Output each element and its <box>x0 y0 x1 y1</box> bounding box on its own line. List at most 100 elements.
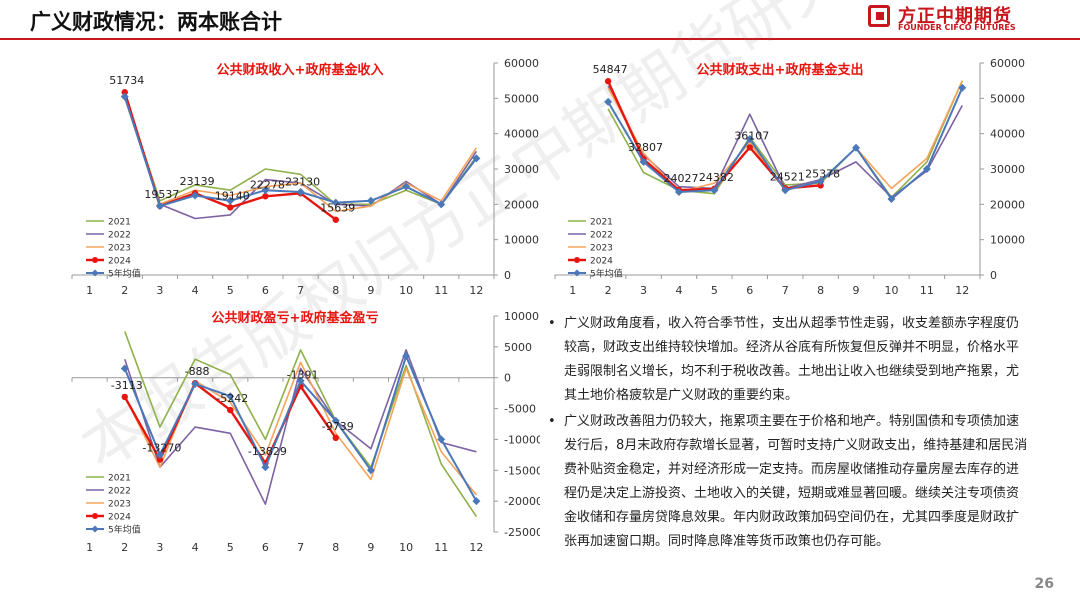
x-tick-label: 7 <box>297 541 304 554</box>
x-tick-label: 12 <box>469 541 483 554</box>
y-tick-label: -5000 <box>504 403 536 416</box>
chart-title: 公共财政收入+政府基金收入 <box>217 62 384 78</box>
y-tick-label: 0 <box>504 372 511 385</box>
legend-label: 2023 <box>108 500 131 510</box>
data-point <box>402 352 411 361</box>
y-tick-label: 50000 <box>990 92 1025 105</box>
x-tick-label: 10 <box>399 541 413 554</box>
data-point <box>226 196 235 205</box>
data-label: -13270 <box>142 442 181 455</box>
x-tick-label: 8 <box>817 284 824 297</box>
data-point <box>604 78 612 85</box>
legend-label: 2021 <box>108 474 131 484</box>
data-point <box>120 92 129 101</box>
data-point <box>781 186 790 195</box>
x-tick-label: 9 <box>367 284 374 297</box>
data-point <box>816 177 825 186</box>
legend-label: 2024 <box>590 257 613 267</box>
series-line <box>124 98 478 213</box>
x-tick-label: 9 <box>853 284 860 297</box>
y-tick-label: 20000 <box>990 198 1025 211</box>
legend-marker <box>92 257 98 263</box>
data-point <box>366 196 375 205</box>
data-label: 23139 <box>180 175 215 188</box>
data-label: -3113 <box>111 379 143 392</box>
x-tick-label: 1 <box>569 284 576 297</box>
data-label: 24027 <box>663 172 698 185</box>
data-point <box>922 165 931 173</box>
y-tick-label: -20000 <box>504 495 540 508</box>
data-point <box>191 191 200 200</box>
x-tick-label: 5 <box>227 284 234 297</box>
y-tick-label: 30000 <box>990 163 1025 176</box>
data-label: -9739 <box>322 420 354 433</box>
data-point <box>472 154 481 163</box>
data-point <box>472 497 481 506</box>
legend-marker <box>573 269 581 277</box>
data-label: 23130 <box>285 175 320 188</box>
data-label: 25378 <box>805 167 840 180</box>
x-tick-label: 3 <box>156 284 163 297</box>
page-title: 广义财政情况：两本账合计 <box>30 10 282 34</box>
x-tick-label: 2 <box>121 541 128 554</box>
data-point <box>674 187 683 196</box>
y-tick-label: 0 <box>504 269 511 282</box>
chart-expenditure: 公共财政支出+政府基金支出 0 10000 20000 30000 40000 50000 6… <box>554 57 1025 297</box>
y-tick-label: 10000 <box>990 234 1025 247</box>
x-tick-label: 4 <box>192 541 199 554</box>
data-point <box>958 83 967 92</box>
data-point <box>332 434 339 442</box>
data-point <box>261 463 270 472</box>
y-tick-label: 10000 <box>504 234 539 247</box>
data-point <box>121 393 128 401</box>
chart-revenue: 公共财政收入+政府基金收入 0 10000 20000 30000 40000 50000 6… <box>71 57 539 297</box>
x-tick-label: 11 <box>920 284 934 297</box>
data-label: 51734 <box>109 74 144 87</box>
page-number: 26 <box>1034 576 1054 592</box>
x-tick-label: 9 <box>367 541 374 554</box>
y-tick-label: 20000 <box>504 198 539 211</box>
y-tick-label: 50000 <box>504 92 539 105</box>
x-tick-label: 11 <box>434 284 448 297</box>
data-point <box>639 157 648 166</box>
legend-marker <box>574 257 580 263</box>
legend-label: 5年均值 <box>108 524 141 536</box>
y-tick-label: 30000 <box>504 163 539 176</box>
data-label: 36107 <box>734 129 769 142</box>
data-label: 32807 <box>628 141 663 154</box>
x-tick-label: 4 <box>192 284 199 297</box>
legend-label: 5年均值 <box>590 268 623 280</box>
data-label: -13829 <box>248 445 287 458</box>
y-tick-label: 40000 <box>990 128 1025 141</box>
commentary-item: 广义财政改善阻力仍较大，拖累项主要在于价格和地产。特别国债和专项债加速发行后，8… <box>538 410 1028 554</box>
legend-label: 2022 <box>108 487 131 497</box>
data-point <box>296 187 305 196</box>
legend-label: 2023 <box>108 244 131 254</box>
y-tick-label: 60000 <box>504 57 539 70</box>
data-point <box>227 204 234 211</box>
data-point <box>710 186 719 195</box>
x-tick-label: 5 <box>711 284 718 297</box>
data-point <box>887 195 896 204</box>
data-point <box>262 193 269 200</box>
y-tick-label: 10000 <box>504 310 539 323</box>
data-point <box>332 216 339 223</box>
data-point <box>331 198 340 207</box>
x-tick-label: 1 <box>86 284 93 297</box>
logo-text-en: FOUNDER CIFCO FUTURES <box>898 23 1016 32</box>
data-label: 24382 <box>699 171 734 184</box>
y-tick-label: 0 <box>990 269 997 282</box>
x-tick-label: 6 <box>262 284 269 297</box>
legend-label: 2021 <box>108 218 131 228</box>
x-tick-label: 4 <box>675 284 682 297</box>
x-tick-label: 5 <box>227 541 234 554</box>
data-point <box>191 379 200 388</box>
y-tick-label: -15000 <box>504 464 540 477</box>
data-point <box>155 450 164 459</box>
data-point <box>156 456 164 463</box>
x-tick-label: 10 <box>399 284 413 297</box>
data-label: 22278 <box>250 178 285 191</box>
x-tick-label: 2 <box>121 284 128 297</box>
x-tick-label: 8 <box>332 541 339 554</box>
data-label: -5242 <box>216 392 248 405</box>
